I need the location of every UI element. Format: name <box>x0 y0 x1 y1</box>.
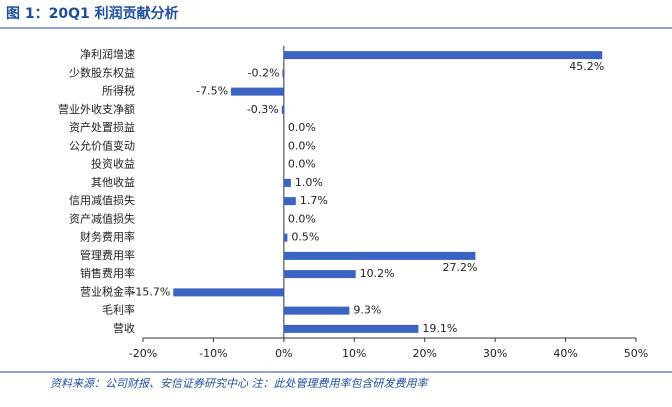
x-tick-label: -20% <box>129 347 157 360</box>
category-label: 管理费用率 <box>80 248 135 262</box>
chart-title: 图 1：20Q1 利润贡献分析 <box>6 5 179 22</box>
bar <box>283 306 350 315</box>
x-tick-label: 0% <box>275 347 292 360</box>
bar <box>283 51 603 60</box>
value-label: 1.7% <box>300 194 328 207</box>
value-label: 0.0% <box>288 139 316 152</box>
category-label: 营收 <box>113 321 135 335</box>
bar <box>283 270 356 279</box>
bar <box>283 251 476 260</box>
x-tick-label: 50% <box>624 347 648 360</box>
category-label: 所得税 <box>102 84 135 98</box>
value-label: -7.5% <box>196 85 228 98</box>
value-label: 27.2% <box>442 261 477 274</box>
value-label: 0.0% <box>288 212 316 225</box>
category-label: 公允价值变动 <box>69 138 135 152</box>
category-label: 投资收益 <box>91 157 135 171</box>
x-tick-label: 20% <box>412 347 436 360</box>
category-label: 少数股东权益 <box>69 65 135 79</box>
source-note: 资料来源：公司财报、安信证券研究中心 注：此处管理费用率包含研发费用率 <box>50 377 429 390</box>
category-label: 销售费用率 <box>80 266 135 280</box>
category-label: 信用减值损失 <box>69 193 135 207</box>
category-label: 财务费用率 <box>80 230 135 244</box>
bar <box>282 69 284 78</box>
value-label: 1.0% <box>295 176 323 189</box>
value-label: 9.3% <box>353 304 381 317</box>
category-label: 净利润增速 <box>80 47 135 61</box>
value-label: -0.2% <box>248 66 280 79</box>
x-tick-label: 30% <box>483 347 507 360</box>
category-label: 营业外收支净额 <box>58 102 135 116</box>
value-label: 0.0% <box>288 121 316 134</box>
x-tick-label: 40% <box>553 347 577 360</box>
bar <box>281 105 284 114</box>
category-label: 资产处置损益 <box>69 120 135 134</box>
value-label: 10.2% <box>360 267 395 280</box>
bar <box>173 288 284 297</box>
value-label: 19.1% <box>422 322 457 335</box>
category-label: 其他收益 <box>91 175 135 189</box>
bar <box>283 233 288 242</box>
x-tick-label: 10% <box>342 347 366 360</box>
category-label: 营业税金率 <box>80 284 135 298</box>
value-label: -0.3% <box>247 103 279 116</box>
bar <box>283 324 419 333</box>
category-label: 毛利率 <box>102 303 135 317</box>
x-tick-label: -10% <box>199 347 227 360</box>
value-label: 0.0% <box>288 158 316 171</box>
bar <box>283 178 291 187</box>
bar <box>283 197 296 206</box>
value-label: -15.7% <box>131 285 170 298</box>
value-label: 0.5% <box>291 231 319 244</box>
category-label: 资产减值损失 <box>69 211 135 225</box>
value-label: 45.2% <box>569 60 604 73</box>
bar <box>231 87 284 96</box>
